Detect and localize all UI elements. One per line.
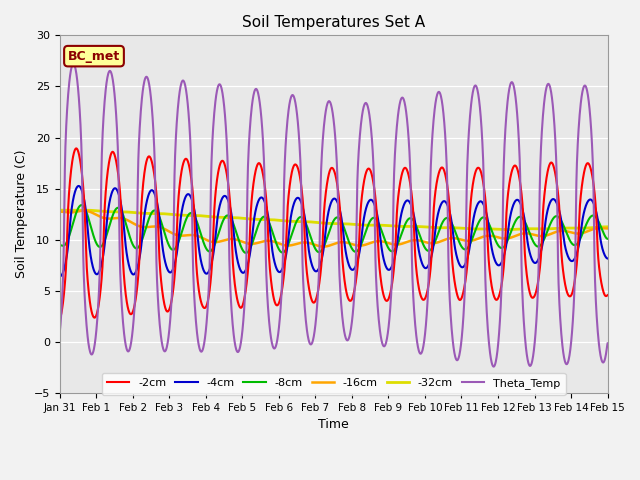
-8cm: [323, 236, 330, 242]
-16cm: [604, 226, 611, 231]
Line: Theta_Temp: Theta_Temp: [60, 64, 607, 367]
-8cm: [308, 239, 316, 244]
-4cm: [323, 222, 330, 228]
Line: -8cm: -8cm: [60, 205, 607, 253]
-16cm: [488, 233, 495, 239]
-2cm: [84, 280, 92, 286]
-8cm: [488, 228, 495, 233]
Theta_Temp: [56, 329, 63, 335]
-16cm: [80, 208, 88, 214]
-2cm: [308, 298, 316, 303]
Theta_Temp: [70, 61, 77, 67]
-8cm: [588, 213, 596, 218]
Theta_Temp: [588, 147, 596, 153]
-2cm: [604, 292, 611, 298]
-4cm: [75, 183, 83, 189]
Theta_Temp: [323, 105, 330, 110]
-8cm: [604, 236, 611, 242]
Line: -2cm: -2cm: [60, 148, 607, 319]
-4cm: [84, 228, 92, 234]
-16cm: [308, 241, 316, 247]
Line: -16cm: -16cm: [60, 211, 607, 247]
-2cm: [72, 145, 80, 151]
-8cm: [84, 214, 92, 219]
-32cm: [323, 220, 330, 226]
-16cm: [323, 243, 330, 249]
-16cm: [56, 209, 63, 215]
Line: -32cm: -32cm: [60, 210, 607, 229]
-2cm: [488, 281, 495, 287]
-8cm: [242, 250, 250, 256]
-32cm: [588, 225, 596, 230]
-16cm: [588, 227, 596, 232]
-2cm: [323, 185, 330, 191]
-2cm: [588, 171, 596, 177]
Y-axis label: Soil Temperature (C): Soil Temperature (C): [15, 150, 28, 278]
Line: -4cm: -4cm: [60, 186, 607, 276]
-4cm: [488, 243, 495, 249]
-16cm: [84, 208, 92, 214]
Title: Soil Temperatures Set A: Soil Temperatures Set A: [242, 15, 425, 30]
Theta_Temp: [488, 359, 495, 364]
-32cm: [604, 224, 611, 230]
-32cm: [79, 207, 86, 213]
Theta_Temp: [604, 340, 611, 346]
-32cm: [56, 207, 63, 213]
-8cm: [77, 202, 85, 208]
-16cm: [588, 227, 596, 232]
Theta_Temp: [490, 364, 497, 370]
-32cm: [308, 219, 316, 225]
-4cm: [588, 197, 596, 203]
-2cm: [588, 170, 596, 176]
Theta_Temp: [588, 141, 596, 147]
-32cm: [504, 227, 512, 232]
-4cm: [588, 198, 596, 204]
-8cm: [56, 242, 63, 248]
-32cm: [84, 207, 92, 213]
-2cm: [56, 316, 63, 322]
Theta_Temp: [308, 341, 316, 347]
Text: BC_met: BC_met: [68, 49, 120, 63]
Legend: -2cm, -4cm, -8cm, -16cm, -32cm, Theta_Temp: -2cm, -4cm, -8cm, -16cm, -32cm, Theta_Te…: [102, 372, 566, 395]
-4cm: [308, 262, 316, 267]
-8cm: [588, 213, 596, 219]
Theta_Temp: [84, 336, 92, 342]
-32cm: [588, 225, 596, 230]
-4cm: [604, 256, 611, 262]
X-axis label: Time: Time: [318, 419, 349, 432]
-16cm: [319, 244, 327, 250]
-4cm: [56, 274, 63, 279]
-32cm: [488, 226, 495, 232]
